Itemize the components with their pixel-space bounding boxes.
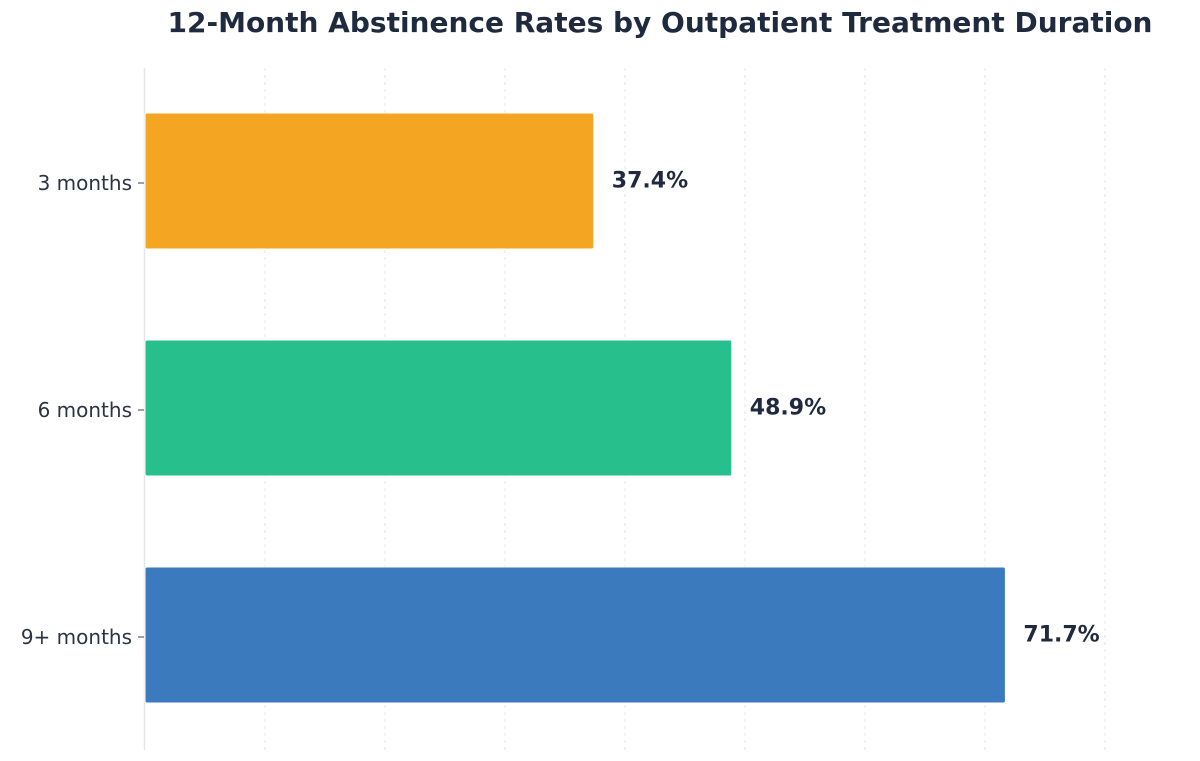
category-label: 3 months [38, 171, 132, 195]
category-label: 9+ months [21, 625, 132, 649]
labels: 3 months 37.4% 6 months 48.9% 9+ months 71.7% [21, 169, 1100, 650]
value-label: 48.9% [750, 396, 826, 421]
bar-6-months [144, 339, 733, 477]
bar-9-months [144, 566, 1006, 704]
bars [144, 112, 1006, 704]
value-label: 71.7% [1023, 623, 1099, 648]
category-label: 6 months [38, 398, 132, 422]
bar-3-months [144, 112, 595, 250]
value-label: 37.4% [612, 169, 688, 194]
chart-title: 12-Month Abstinence Rates by Outpatient … [167, 6, 1153, 39]
